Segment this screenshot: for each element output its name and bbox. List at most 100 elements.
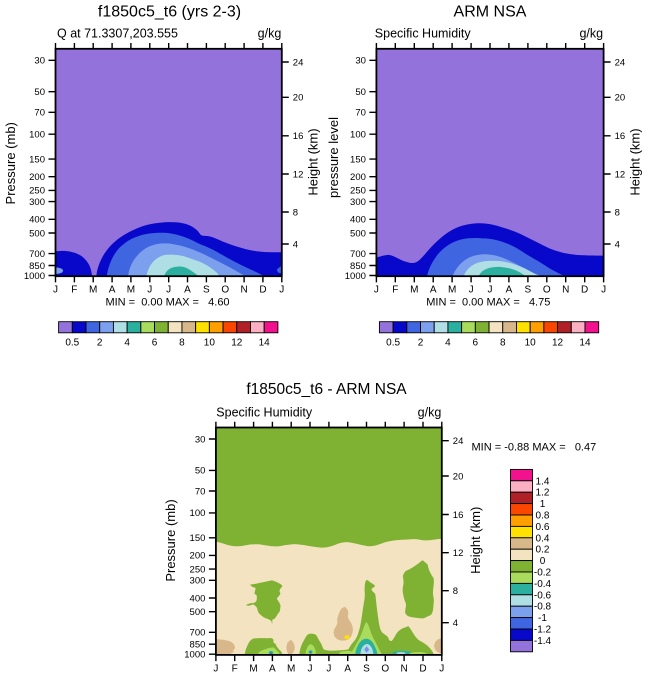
svg-text:0.4: 0.4: [536, 533, 550, 544]
svg-text:Height (km): Height (km): [306, 128, 321, 195]
svg-text:500: 500: [190, 607, 206, 618]
svg-text:Height (km): Height (km): [468, 507, 483, 574]
svg-text:200: 200: [350, 172, 366, 183]
svg-text:20: 20: [453, 471, 464, 482]
svg-text:10: 10: [525, 338, 537, 349]
svg-text:8: 8: [615, 207, 620, 218]
svg-text:8: 8: [293, 207, 298, 218]
svg-text:8: 8: [500, 338, 506, 349]
svg-text:S: S: [363, 663, 370, 674]
svg-text:12: 12: [453, 548, 464, 559]
svg-text:1.2: 1.2: [536, 488, 550, 499]
svg-text:Height (km): Height (km): [627, 128, 642, 195]
svg-text:f1850c5_t6 (yrs 2-3): f1850c5_t6 (yrs 2-3): [98, 4, 241, 21]
svg-text:N: N: [401, 663, 408, 674]
svg-text:A: A: [109, 285, 116, 296]
svg-text:J: J: [53, 285, 58, 296]
svg-text:500: 500: [350, 228, 366, 239]
svg-text:Q at 71.3307,203.555: Q at 71.3307,203.555: [57, 27, 178, 41]
svg-text:F: F: [232, 663, 238, 674]
svg-text:1000: 1000: [184, 650, 205, 661]
svg-text:D: D: [419, 663, 426, 674]
svg-text:-1.2: -1.2: [534, 625, 552, 636]
svg-text:10: 10: [204, 338, 216, 349]
svg-text:200: 200: [29, 172, 45, 183]
svg-text:12: 12: [552, 338, 564, 349]
svg-text:-0.8: -0.8: [534, 602, 552, 613]
svg-text:M: M: [410, 285, 418, 296]
svg-text:100: 100: [190, 508, 206, 519]
svg-text:4: 4: [453, 618, 458, 629]
svg-text:A: A: [506, 285, 513, 296]
svg-text:0.8: 0.8: [536, 511, 550, 522]
svg-text:J: J: [213, 663, 218, 674]
svg-text:0.6: 0.6: [536, 522, 550, 533]
svg-text:50: 50: [195, 466, 206, 477]
svg-text:N: N: [562, 285, 569, 296]
svg-text:O: O: [221, 285, 229, 296]
svg-text:100: 100: [29, 130, 45, 141]
svg-text:F: F: [392, 285, 398, 296]
svg-text:50: 50: [34, 87, 45, 98]
svg-text:M: M: [249, 663, 257, 674]
svg-text:ARM NSA: ARM NSA: [454, 4, 527, 21]
svg-text:850: 850: [350, 261, 366, 272]
svg-text:0: 0: [540, 556, 546, 567]
svg-text:4: 4: [293, 239, 298, 250]
svg-text:1: 1: [540, 499, 546, 510]
svg-text:S: S: [525, 285, 532, 296]
svg-text:20: 20: [615, 93, 626, 104]
svg-text:pressure level: pressure level: [326, 117, 341, 198]
svg-text:A: A: [344, 663, 351, 674]
svg-text:J: J: [326, 663, 331, 674]
svg-text:M: M: [127, 285, 135, 296]
svg-text:g/kg: g/kg: [418, 405, 442, 419]
svg-text:Pressure (mb): Pressure (mb): [163, 499, 178, 581]
svg-text:14: 14: [259, 338, 271, 349]
svg-text:400: 400: [350, 215, 366, 226]
svg-text:700: 700: [29, 249, 45, 260]
svg-text:250: 250: [29, 186, 45, 197]
svg-text:A: A: [184, 285, 191, 296]
svg-text:g/kg: g/kg: [258, 27, 282, 41]
svg-text:300: 300: [190, 576, 206, 587]
svg-text:O: O: [543, 285, 551, 296]
svg-text:Specific Humidity: Specific Humidity: [375, 27, 472, 41]
svg-text:-1: -1: [538, 613, 547, 624]
svg-text:g/kg: g/kg: [579, 27, 603, 41]
svg-text:24: 24: [293, 57, 304, 68]
svg-text:M: M: [287, 663, 295, 674]
svg-text:J: J: [279, 285, 284, 296]
svg-text:150: 150: [350, 154, 366, 165]
svg-text:16: 16: [615, 131, 626, 142]
svg-text:250: 250: [350, 186, 366, 197]
svg-text:M: M: [89, 285, 97, 296]
svg-text:200: 200: [190, 551, 206, 562]
svg-text:70: 70: [34, 108, 45, 119]
svg-text:2: 2: [418, 338, 424, 349]
svg-text:M: M: [448, 285, 456, 296]
svg-text:12: 12: [293, 169, 304, 180]
svg-text:850: 850: [29, 261, 45, 272]
svg-text:150: 150: [29, 154, 45, 165]
svg-text:f1850c5_t6 - ARM NSA: f1850c5_t6 - ARM NSA: [246, 381, 407, 398]
svg-text:12: 12: [231, 338, 243, 349]
svg-text:MIN = 0.00 MAX = 4.60: MIN = 0.00 MAX = 4.60: [105, 296, 229, 308]
svg-text:S: S: [203, 285, 210, 296]
svg-text:12: 12: [615, 169, 626, 180]
svg-text:4: 4: [615, 239, 620, 250]
svg-text:O: O: [381, 663, 389, 674]
svg-text:6: 6: [473, 338, 479, 349]
svg-text:150: 150: [190, 533, 206, 544]
svg-text:4: 4: [445, 338, 451, 349]
svg-text:250: 250: [190, 564, 206, 575]
svg-text:0.5: 0.5: [65, 338, 79, 349]
svg-text:N: N: [240, 285, 247, 296]
svg-text:-0.6: -0.6: [534, 590, 552, 601]
svg-text:-0.2: -0.2: [534, 568, 552, 579]
svg-text:J: J: [308, 663, 313, 674]
svg-text:1.4: 1.4: [536, 476, 550, 487]
svg-text:Specific Humidity: Specific Humidity: [216, 405, 313, 419]
svg-text:J: J: [469, 285, 474, 296]
svg-text:6: 6: [152, 338, 158, 349]
